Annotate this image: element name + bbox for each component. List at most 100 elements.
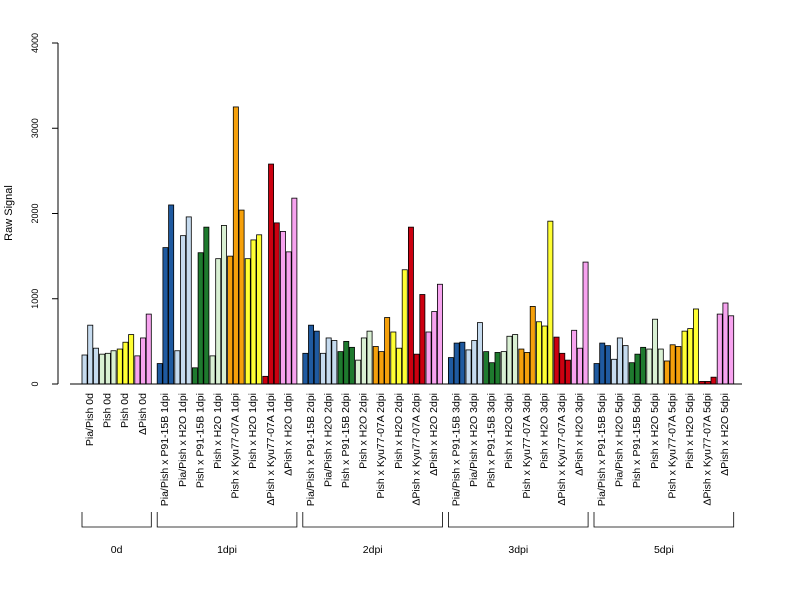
bar [355, 359, 362, 385]
bar [605, 345, 611, 385]
x-tick-label: Pish x Kyu77-07A 1dpi [230, 393, 242, 499]
bar [565, 359, 571, 385]
bar [500, 351, 507, 385]
x-tick-label: ΔPish x H2O 2dpi [428, 393, 440, 476]
x-tick-label: Pish x H2O 1dpi [247, 393, 259, 469]
bar [162, 247, 169, 385]
bar [634, 353, 641, 385]
bar [628, 362, 635, 385]
bar [104, 352, 111, 385]
group-bracket [302, 512, 443, 528]
x-tick-label: ΔPish x H2O 3dpi [574, 393, 586, 476]
bar [134, 355, 141, 385]
bar [716, 313, 723, 385]
bar [337, 351, 344, 385]
x-tick-label: Pish 0d [119, 393, 131, 428]
x-tick-label: Pia/Pish x H2O 2dpi [322, 393, 334, 487]
bar [227, 255, 234, 385]
x-tick-label: Pish x P91-15B 3dpi [486, 393, 498, 488]
bar [529, 306, 536, 385]
group-bracket [81, 512, 152, 528]
bar [390, 331, 397, 385]
x-tick-label: ΔPish x Kyu77-07A 3dpi [556, 393, 568, 506]
bar [465, 349, 472, 385]
bar [168, 204, 175, 385]
bar [512, 334, 519, 385]
bar [268, 163, 274, 385]
bar [622, 345, 629, 385]
bar [325, 337, 332, 385]
bar [669, 344, 676, 385]
bar [308, 324, 314, 385]
x-tick-label: Pish x P91-15B 2dpi [340, 393, 352, 488]
bar [541, 325, 548, 385]
bar [401, 269, 408, 385]
x-tick-label: ΔPish x H2O 5dpi [719, 393, 731, 476]
x-tick-label: Pia/Pish x P91-15B 5dpi [596, 393, 608, 506]
x-tick-label: Pish 0d [102, 393, 114, 428]
bar [571, 329, 578, 385]
bar [378, 351, 385, 385]
bar [209, 355, 216, 385]
x-tick-label: Pish x P91-15B 1dpi [194, 393, 206, 488]
x-tick-label: Pish x Kyu77-07A 3dpi [521, 393, 533, 499]
bar [436, 283, 443, 385]
bar [611, 358, 618, 385]
bar [459, 341, 466, 385]
bar [652, 318, 658, 385]
bar [483, 351, 490, 385]
bar [331, 340, 338, 385]
group-bracket [593, 512, 735, 528]
bar [488, 362, 495, 385]
x-tick-label: Pish x H2O 1dpi [212, 393, 224, 469]
bar [232, 106, 239, 385]
x-tick-label: Pia/Pish x H2O 1dpi [177, 393, 189, 487]
bar [616, 337, 623, 385]
bar [710, 376, 717, 385]
x-tick-label: ΔPish x Kyu77-07A 2dpi [410, 393, 422, 506]
bar [453, 342, 460, 385]
y-tick-label: 0 [30, 381, 40, 386]
x-tick-label: Pish x H2O 5dpi [684, 393, 696, 469]
bars [81, 106, 735, 385]
y-tick-label: 1000 [30, 289, 40, 309]
y-axis-title: Raw Signal [3, 185, 15, 241]
bar [197, 252, 204, 385]
bar [319, 352, 326, 385]
bar [220, 225, 227, 385]
bar [174, 350, 181, 385]
bar [576, 347, 583, 385]
group-label: 5dpi [654, 544, 674, 556]
bar [518, 348, 525, 385]
bar [425, 331, 432, 385]
bar [722, 302, 729, 385]
x-tick-labels: Pia/Pish 0d Pish 0d Pish 0d ΔPish 0d Pia/Pis… [84, 393, 731, 506]
group-label: 3dpi [508, 544, 528, 556]
bar [687, 328, 694, 385]
bar [122, 341, 129, 385]
y-tick-label: 3000 [30, 118, 40, 138]
bar [693, 308, 699, 385]
bar [262, 375, 269, 385]
bar [599, 342, 606, 385]
x-tick-label: ΔPish x H2O 1dpi [282, 393, 294, 476]
bar [87, 324, 94, 385]
bar [302, 352, 309, 385]
group-brackets: 0d 1dpi 2dpi 3dpi 5dpi [81, 512, 735, 556]
bar [559, 352, 566, 385]
bar [547, 220, 554, 385]
bar [116, 348, 123, 385]
x-tick-label: Pia/Pish x P91-15B 3dpi [450, 393, 462, 506]
x-tick-label: ΔPish x Kyu77-07A 1dpi [265, 393, 277, 506]
x-tick-label: Pia/Pish x P91-15B 2dpi [305, 393, 317, 506]
group-label: 2dpi [363, 544, 383, 556]
bar [657, 348, 664, 385]
x-tick-label: Pish x H2O 3dpi [503, 393, 515, 469]
bar [431, 311, 438, 385]
bar [110, 350, 117, 385]
bar [285, 251, 292, 385]
bar [524, 352, 530, 385]
group-bracket [448, 512, 589, 528]
bar [250, 239, 257, 385]
bar [215, 258, 222, 385]
